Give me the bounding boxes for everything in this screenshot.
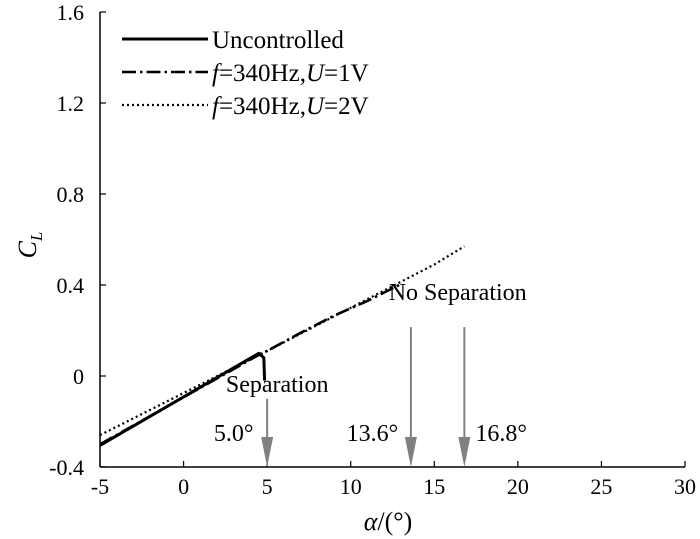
y-tick-label: 1.2	[57, 91, 85, 116]
ticks: -5 0 5 10 15 20 25 30 -0.4 0 0.4 0.8 1.2 1.6	[49, 0, 696, 499]
arrow-16-8	[458, 327, 471, 467]
x-axis-title: α/(°)	[364, 507, 413, 536]
x-tick-label: 15	[423, 474, 445, 499]
legend: Uncontrolled f=340Hz,U=1V f=340Hz,U=2V	[122, 27, 369, 120]
annotation: 16.8°	[475, 421, 527, 447]
arrows-group	[261, 327, 471, 467]
arrow-5	[261, 398, 274, 467]
x-tick-label: 0	[178, 474, 189, 499]
x-tick-label: 20	[507, 474, 529, 499]
y-tick-label: 0.4	[57, 273, 85, 298]
y-axis-title: CL	[13, 232, 46, 259]
x-axis-title-symbol: α	[364, 507, 379, 536]
x-tick-label: 30	[674, 474, 696, 499]
legend-label-2: f=340Hz,U=1V	[212, 60, 369, 87]
x-axis-title-rest: /(°)	[377, 507, 412, 536]
y-tick-label: 0.8	[57, 182, 85, 207]
arrow-13-6	[404, 327, 417, 467]
annotation: Separation	[226, 372, 329, 398]
series-line-3	[99, 245, 465, 437]
y-axis-title-sub: L	[27, 232, 46, 242]
x-tick-label: 5	[262, 474, 273, 499]
annotation: 5.0°	[214, 421, 254, 447]
annotation: No Separation	[389, 280, 527, 306]
y-tick-label: -0.4	[49, 455, 84, 480]
legend-label-3: f=340Hz,U=2V	[212, 93, 369, 120]
series-group	[99, 245, 465, 447]
annotations-group: No Separation Separation 5.0° 13.6° 16.8°	[214, 280, 527, 447]
y-axis-title-main: C	[13, 240, 42, 258]
x-tick-label: 25	[590, 474, 612, 499]
y-tick-label: 1.6	[57, 0, 85, 25]
annotation: 13.6°	[347, 421, 399, 447]
series-line-1	[99, 351, 267, 447]
x-tick-label: 10	[340, 474, 362, 499]
legend-label-1: Uncontrolled	[212, 27, 344, 54]
x-tick-label: -5	[91, 474, 109, 499]
y-tick-label: 0	[73, 364, 84, 389]
